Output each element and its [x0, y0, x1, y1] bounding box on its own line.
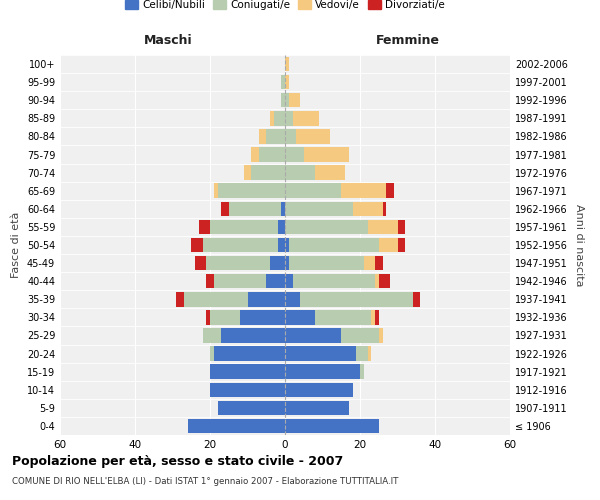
Bar [379, 274, 390, 288]
Bar [285, 346, 356, 361]
Text: COMUNE DI RIO NELL'ELBA (LI) - Dati ISTAT 1° gennaio 2007 - Elaborazione TUTTITA: COMUNE DI RIO NELL'ELBA (LI) - Dati ISTA… [12, 478, 398, 486]
Bar [341, 328, 379, 342]
Bar [367, 346, 371, 361]
Bar [203, 328, 221, 342]
Bar [259, 148, 285, 162]
Bar [199, 220, 210, 234]
Y-axis label: Anni di nascita: Anni di nascita [574, 204, 584, 286]
Bar [277, 220, 285, 234]
Bar [285, 129, 296, 144]
Bar [289, 238, 379, 252]
Bar [285, 93, 289, 108]
Bar [398, 238, 405, 252]
Bar [187, 418, 285, 433]
Bar [259, 129, 266, 144]
Bar [218, 400, 285, 415]
Y-axis label: Fasce di età: Fasce di età [11, 212, 21, 278]
Bar [270, 256, 285, 270]
Bar [240, 310, 285, 324]
Bar [214, 274, 266, 288]
Bar [248, 292, 285, 306]
Bar [285, 256, 289, 270]
Bar [229, 202, 281, 216]
Bar [251, 148, 259, 162]
Bar [379, 238, 398, 252]
Bar [285, 382, 353, 397]
Bar [285, 274, 293, 288]
Bar [289, 93, 300, 108]
Bar [371, 310, 375, 324]
Bar [210, 346, 214, 361]
Bar [251, 166, 285, 180]
Bar [285, 310, 315, 324]
Text: Femmine: Femmine [376, 34, 440, 48]
Bar [266, 274, 285, 288]
Bar [277, 238, 285, 252]
Bar [375, 256, 383, 270]
Bar [206, 256, 270, 270]
Bar [210, 364, 285, 379]
Bar [244, 166, 251, 180]
Bar [285, 418, 379, 433]
Bar [281, 75, 285, 90]
Bar [206, 310, 210, 324]
Bar [285, 57, 289, 72]
Bar [364, 256, 375, 270]
Bar [281, 202, 285, 216]
Bar [383, 202, 386, 216]
Bar [285, 184, 341, 198]
Bar [184, 292, 248, 306]
Bar [293, 274, 375, 288]
Bar [360, 364, 364, 379]
Bar [341, 184, 386, 198]
Bar [221, 202, 229, 216]
Bar [304, 148, 349, 162]
Bar [203, 238, 277, 252]
Bar [296, 129, 330, 144]
Bar [206, 274, 214, 288]
Bar [221, 328, 285, 342]
Bar [214, 184, 218, 198]
Bar [375, 310, 379, 324]
Bar [176, 292, 184, 306]
Bar [300, 292, 413, 306]
Bar [218, 184, 285, 198]
Bar [386, 184, 394, 198]
Bar [315, 166, 345, 180]
Bar [353, 202, 383, 216]
Bar [375, 274, 379, 288]
Bar [285, 364, 360, 379]
Bar [281, 93, 285, 108]
Bar [285, 238, 289, 252]
Legend: Celibi/Nubili, Coniugati/e, Vedovi/e, Divorziati/e: Celibi/Nubili, Coniugati/e, Vedovi/e, Di… [121, 0, 449, 14]
Bar [398, 220, 405, 234]
Bar [413, 292, 420, 306]
Bar [285, 400, 349, 415]
Bar [379, 328, 383, 342]
Bar [266, 129, 285, 144]
Bar [210, 220, 277, 234]
Bar [214, 346, 285, 361]
Text: Maschi: Maschi [143, 34, 193, 48]
Bar [289, 256, 364, 270]
Bar [315, 310, 371, 324]
Bar [285, 166, 315, 180]
Bar [285, 75, 289, 90]
Text: Popolazione per età, sesso e stato civile - 2007: Popolazione per età, sesso e stato civil… [12, 455, 343, 468]
Bar [285, 220, 367, 234]
Bar [367, 220, 398, 234]
Bar [293, 111, 319, 126]
Bar [285, 202, 353, 216]
Bar [191, 238, 203, 252]
Bar [274, 111, 285, 126]
Bar [285, 111, 293, 126]
Bar [210, 310, 240, 324]
Bar [285, 328, 341, 342]
Bar [285, 148, 304, 162]
Bar [270, 111, 274, 126]
Bar [285, 292, 300, 306]
Bar [195, 256, 206, 270]
Bar [210, 382, 285, 397]
Bar [356, 346, 367, 361]
